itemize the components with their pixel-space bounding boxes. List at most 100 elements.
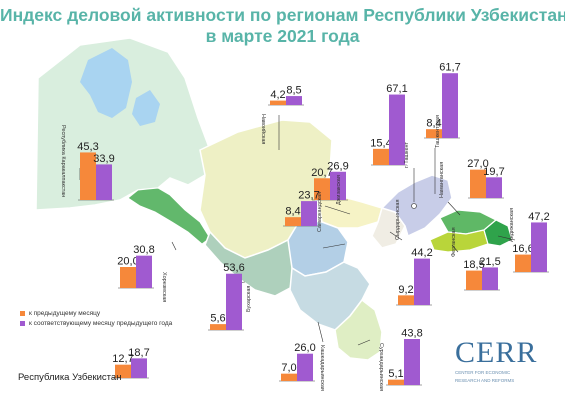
leader-khorezm	[171, 241, 177, 251]
value-label-khorezm-prev-month: 20,0	[117, 256, 138, 268]
bar-national-prev-month	[115, 364, 131, 378]
value-label-bukhara-prev-year: 53,6	[223, 262, 244, 274]
legend-swatch-prev-month	[20, 310, 25, 316]
tashkent-city-marker	[411, 203, 417, 209]
chart-andijan: 16,6 47,2 Андижанская	[509, 208, 550, 273]
bar-bukhara-prev-month	[210, 324, 226, 330]
bar-khorezm-prev-month	[120, 267, 136, 288]
value-label-surkhandarya-prev-month: 5,1	[388, 368, 403, 380]
bar-kashkadarya-prev-year	[297, 353, 313, 381]
bar-sirdarya-prev-year	[414, 258, 430, 305]
leader-surkhandarya	[357, 339, 371, 346]
national-label: Республика Узбекистан	[18, 372, 122, 383]
logo-subtitle-line1: CENTER FOR ECONOMIC	[455, 370, 511, 375]
legend-swatch-prev-year	[20, 320, 25, 326]
chart-sirdarya: 9,2 44,2 Сырдарьинская	[395, 200, 433, 306]
region-label-jizzakh: Джизакская	[336, 175, 342, 205]
bar-navoiy-prev-year	[286, 96, 302, 105]
value-label-national-prev-month: 12,7	[112, 353, 133, 365]
chart-tashkent_city: 15,4 67,1 г. Ташкент	[370, 83, 410, 168]
value-label-fergana-prev-year: 21,5	[479, 256, 500, 268]
region-jizzakh-shape	[317, 195, 383, 229]
value-label-national-prev-year: 18,7	[128, 347, 149, 359]
bar-samarkand-prev-month	[285, 217, 301, 226]
region-charts: 45,333,9 Республика Каракалпакстан 4,2 8,5 Н…	[60, 62, 550, 391]
region-label-andijan: Андижанская	[509, 208, 515, 242]
value-label-bukhara-prev-month: 5,6	[210, 313, 225, 325]
region-label-tashkent_city: г. Ташкент	[404, 141, 410, 168]
bar-karakalpakstan-prev-month	[80, 152, 96, 200]
logo-wordmark: CERR	[455, 336, 538, 369]
aral-sea-small	[132, 90, 160, 126]
value-label-tashkent_reg-prev-year: 61,7	[439, 62, 460, 74]
chart-kashkadarya: 7,0 26,0 Кашкадарьинская	[279, 342, 325, 391]
value-label-jizzakh-prev-year: 26,9	[327, 160, 348, 172]
region-label-tashkent_reg: Ташкентская	[435, 115, 441, 148]
chart-namangan: 27,019,7 Наманганская	[439, 158, 505, 199]
bar-andijan-prev-year	[531, 222, 547, 272]
region-label-sirdarya: Сырдарьинская	[395, 200, 401, 240]
value-label-karakalpakstan-prev-month: 45,3	[77, 141, 98, 153]
logo-subtitle-line2: RESEARCH AND REFORMS	[455, 377, 515, 383]
value-label-navoiy-prev-year: 8,5	[286, 85, 301, 97]
legend-label-prev-month: к предыдущему месяцу	[29, 310, 101, 317]
leader-samarkand	[322, 243, 346, 249]
value-label-kashkadarya-prev-year: 26,0	[294, 342, 315, 354]
region-label-kashkadarya: Кашкадарьинская	[319, 345, 325, 391]
bar-karakalpakstan-prev-year	[96, 164, 112, 200]
value-label-samarkand-prev-month: 8,4	[285, 206, 300, 218]
bar-fergana-prev-year	[482, 267, 498, 290]
bar-andijan-prev-month	[515, 254, 531, 272]
title-line-1: Индекс деловой активности по регионам Ре…	[0, 5, 565, 25]
bar-khorezm-prev-year	[136, 255, 152, 288]
bar-kashkadarya-prev-month	[281, 373, 297, 381]
value-label-fergana-prev-month: 18,5	[463, 259, 484, 271]
chart-fergana: 18,521,5 Ферганская	[451, 227, 501, 291]
bar-navoiy-prev-month	[270, 100, 286, 105]
region-tashkent-shape	[380, 174, 453, 238]
bar-surkhandarya-prev-year	[404, 339, 420, 385]
region-label-bukhara: Бухарская	[246, 286, 252, 312]
legend-label-prev-year: к соответствующему месяцу предыдущего го…	[29, 320, 173, 327]
value-label-sirdarya-prev-year: 44,2	[411, 247, 432, 259]
region-label-samarkand: Самаркандская	[317, 192, 323, 232]
leader-andijan	[497, 235, 516, 241]
chart-navoiy: 4,2 8,5 Навоийская	[260, 85, 304, 144]
aral-sea	[80, 48, 132, 118]
bar-bukhara-prev-year	[226, 273, 242, 330]
region-label-khorezm: Хорезмская	[161, 272, 167, 302]
value-label-jizzakh-prev-month: 20,7	[311, 167, 332, 179]
bar-jizzakh-prev-year	[330, 171, 346, 200]
legend-item-prev-month: к предыдущему месяцу	[20, 310, 100, 317]
bar-jizzakh-prev-month	[314, 178, 330, 200]
chart-jizzakh: 20,726,9 Джизакская	[311, 160, 348, 205]
value-label-namangan-prev-month: 27,0	[467, 158, 488, 170]
bar-surkhandarya-prev-month	[388, 379, 404, 385]
region-label-navoiy: Навоийская	[260, 114, 267, 144]
value-label-kashkadarya-prev-month: 7,0	[281, 362, 296, 374]
value-label-khorezm-prev-year: 30,8	[133, 244, 154, 256]
chart-national: 12,718,7	[112, 347, 150, 379]
title-line-2: в марте 2021 года	[205, 26, 360, 46]
leader-fergana	[451, 244, 459, 253]
bar-tashkent_reg-prev-month	[426, 129, 442, 138]
value-label-tashkent_reg-prev-month: 8,4	[426, 118, 441, 130]
chart-bukhara: 5,6 53,6 Бухарская	[208, 262, 252, 331]
value-label-namangan-prev-year: 19,7	[483, 166, 504, 178]
region-andijan-shape	[483, 219, 513, 247]
bar-national-prev-year	[131, 358, 147, 378]
cerr-logo: CERR CENTER FOR ECONOMIC RESEARCH AND RE…	[455, 338, 550, 383]
legend-item-prev-year: к соответствующему месяцу предыдущего го…	[20, 320, 172, 327]
chart-surkhandarya: 5,1 43,8 Сурхандарьинская	[378, 328, 423, 392]
bar-tashkent_city-prev-year	[389, 94, 405, 165]
leader-namangan	[447, 201, 461, 216]
bar-tashkent_reg-prev-year	[442, 73, 458, 138]
bar-samarkand-prev-year	[301, 201, 317, 226]
chart-khorezm: 20,030,8 Хорезмская	[117, 244, 167, 302]
value-label-samarkand-prev-year: 23,7	[298, 190, 319, 202]
region-label-karakalpakstan: Республика Каракалпакстан	[60, 125, 66, 197]
value-label-karakalpakstan-prev-year: 33,9	[93, 153, 114, 165]
value-label-andijan-prev-year: 47,2	[528, 211, 549, 223]
region-label-namangan: Наманганская	[439, 162, 445, 198]
